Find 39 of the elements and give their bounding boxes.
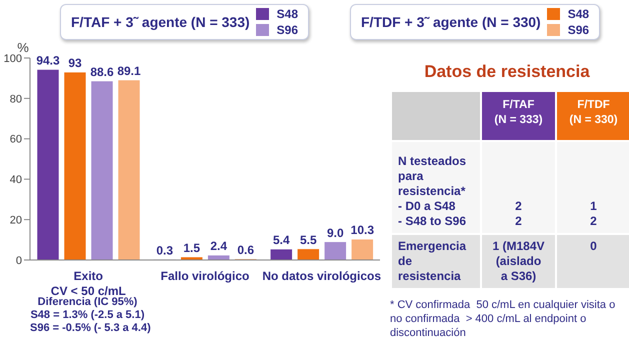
legend-label: S96 xyxy=(276,23,298,37)
data-label: 5.5 xyxy=(300,232,317,247)
data-label: 1.5 xyxy=(183,240,200,255)
data-label: 93 xyxy=(68,56,82,70)
y-tick-label: 60 xyxy=(10,134,22,146)
text: F/TAF + 3˜ agente (N = 333) xyxy=(71,14,250,30)
y-tick-label: 40 xyxy=(10,174,22,186)
data-label: 88.6 xyxy=(90,65,114,80)
legend-label: S96 xyxy=(568,23,590,37)
data-label: 5.4 xyxy=(272,233,290,248)
y-tick-label: 20 xyxy=(10,214,22,227)
data-label: 2.4 xyxy=(210,239,228,254)
legend-label: S48 xyxy=(276,7,298,21)
text: 1 (M184V (aislado a S36) xyxy=(492,239,545,283)
category-label: Emergencia de resistencia xyxy=(398,239,466,283)
x-tick-label: Exito CV < 50 c/mL xyxy=(50,269,126,298)
y-axis-title: % xyxy=(17,40,30,55)
text: * CV confirmada 50 c/mL en cualquier visita o no confirmada > 400 c/mL al endpoint o discontinuación xyxy=(390,298,616,338)
x-tick-label: No datos virológicos xyxy=(262,269,382,283)
text: 1 2 xyxy=(590,199,597,228)
data-label: 89.1 xyxy=(117,64,141,78)
text: 2 2 xyxy=(515,199,522,228)
category-label: F/TDF (N = 330) xyxy=(568,98,619,128)
text: Diferencia (IC 95%) S48 = 1.3% (-2.5 a 5.1) S96 = -0.5% (- 5.3 a 4.4) xyxy=(30,296,151,335)
y-tick-label: 80 xyxy=(10,93,22,106)
data-label: 10.3 xyxy=(350,223,374,238)
data-label: 0.6 xyxy=(237,242,254,257)
text: Datos de resistencia xyxy=(423,62,591,82)
data-label: 94.3 xyxy=(36,54,60,68)
y-tick-label: 0 xyxy=(16,254,22,267)
data-label: 0.3 xyxy=(156,243,174,258)
category-label: N testeados para resistencia* - D0 a S48 - S48 to S96 xyxy=(398,154,466,228)
x-tick-label: Fallo virológico xyxy=(160,269,250,283)
text: F/TDF + 3˜ agente (N = 330) xyxy=(361,14,541,30)
data-label: 9.0 xyxy=(326,226,344,240)
category-label: F/TAF (N = 333) xyxy=(493,98,544,128)
y-tick-label: 100 xyxy=(4,52,22,65)
text: 0 xyxy=(590,239,597,253)
legend-label: S48 xyxy=(568,7,590,21)
